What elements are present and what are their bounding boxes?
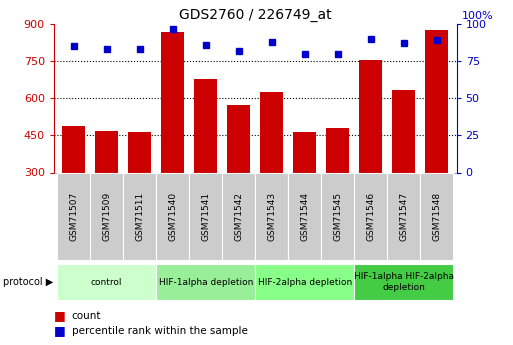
Bar: [128, 132, 151, 172]
Bar: [194, 79, 218, 172]
Text: HIF-1alpha HIF-2alpha
depletion: HIF-1alpha HIF-2alpha depletion: [354, 272, 454, 292]
Bar: [222, 172, 255, 260]
Text: GSM71545: GSM71545: [333, 192, 342, 241]
Bar: [293, 132, 317, 172]
Text: GSM71547: GSM71547: [399, 192, 408, 241]
Text: HIF-2alpha depletion: HIF-2alpha depletion: [258, 277, 352, 287]
Bar: [260, 92, 283, 172]
Bar: [189, 172, 222, 260]
Bar: [255, 264, 354, 300]
Bar: [392, 90, 416, 172]
Bar: [90, 172, 123, 260]
Text: GSM71546: GSM71546: [366, 192, 375, 241]
Bar: [321, 172, 354, 260]
Bar: [354, 172, 387, 260]
Bar: [420, 172, 453, 260]
Bar: [227, 105, 250, 172]
Text: HIF-1alpha depletion: HIF-1alpha depletion: [159, 277, 253, 287]
Bar: [288, 172, 321, 260]
Bar: [354, 264, 453, 300]
Bar: [123, 172, 156, 260]
Text: ■: ■: [54, 309, 66, 322]
Bar: [57, 264, 156, 300]
Bar: [95, 131, 118, 172]
Text: GSM71542: GSM71542: [234, 192, 243, 241]
Text: GSM71544: GSM71544: [300, 192, 309, 241]
Bar: [425, 30, 448, 172]
Bar: [359, 60, 382, 172]
Text: ■: ■: [54, 324, 66, 337]
Text: GSM71543: GSM71543: [267, 192, 276, 241]
Title: GDS2760 / 226749_at: GDS2760 / 226749_at: [179, 8, 331, 22]
Text: GSM71511: GSM71511: [135, 192, 144, 241]
Text: GSM71509: GSM71509: [102, 192, 111, 241]
Text: GSM71507: GSM71507: [69, 192, 78, 241]
Bar: [255, 172, 288, 260]
Text: control: control: [91, 277, 123, 287]
Bar: [57, 172, 90, 260]
Bar: [326, 128, 349, 172]
Bar: [62, 126, 85, 172]
Text: GSM71540: GSM71540: [168, 192, 177, 241]
Text: GSM71541: GSM71541: [201, 192, 210, 241]
Bar: [156, 264, 255, 300]
Text: count: count: [72, 311, 102, 321]
Bar: [387, 172, 420, 260]
Text: protocol ▶: protocol ▶: [3, 277, 53, 287]
Text: 100%: 100%: [462, 11, 494, 21]
Text: percentile rank within the sample: percentile rank within the sample: [72, 326, 248, 335]
Bar: [161, 32, 184, 173]
Text: GSM71548: GSM71548: [432, 192, 441, 241]
Bar: [156, 172, 189, 260]
